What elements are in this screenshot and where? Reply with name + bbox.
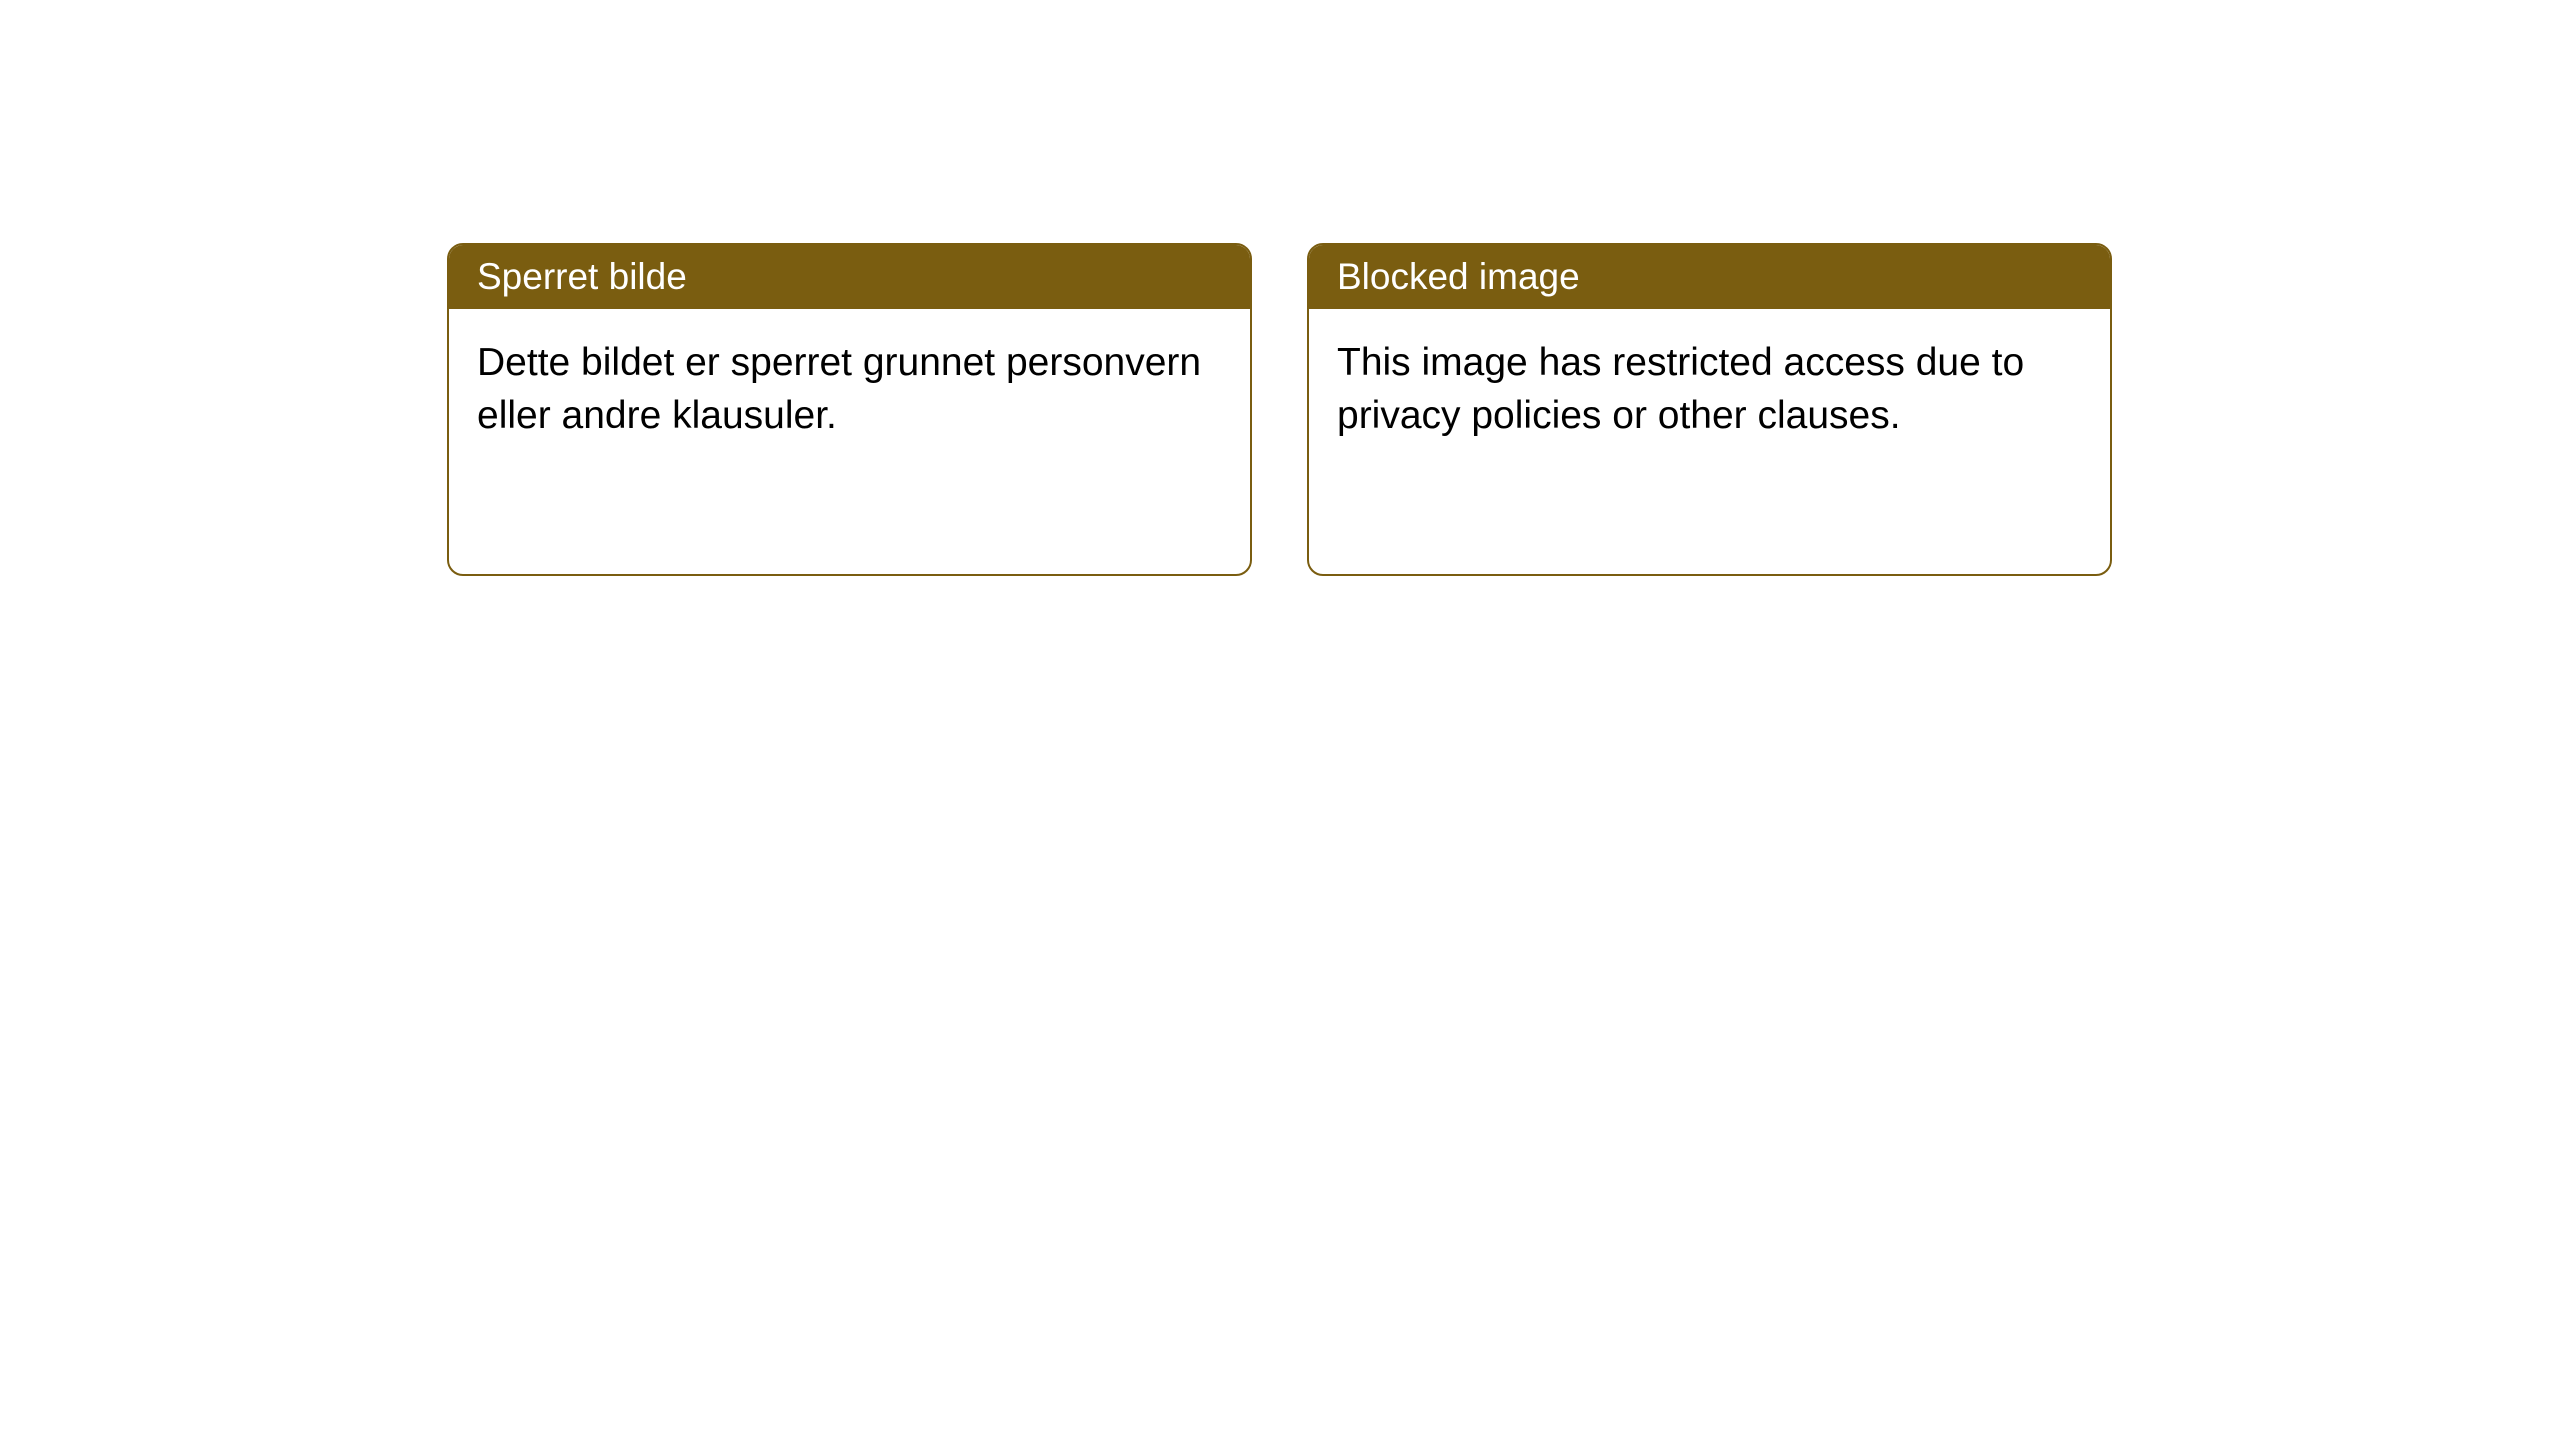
notice-card-norwegian: Sperret bilde Dette bildet er sperret gr… xyxy=(447,243,1252,576)
notice-body: Dette bildet er sperret grunnet personve… xyxy=(449,309,1250,470)
notice-header: Blocked image xyxy=(1309,245,2110,309)
notice-body: This image has restricted access due to … xyxy=(1309,309,2110,470)
notice-card-english: Blocked image This image has restricted … xyxy=(1307,243,2112,576)
notice-container: Sperret bilde Dette bildet er sperret gr… xyxy=(447,243,2112,576)
notice-header: Sperret bilde xyxy=(449,245,1250,309)
